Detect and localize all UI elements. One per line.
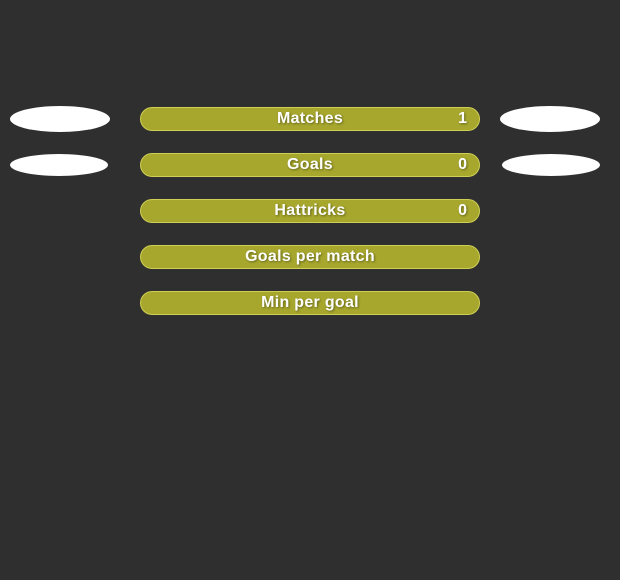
- left-ellipse: [10, 154, 108, 176]
- stat-row: Goals per match: [0, 245, 620, 269]
- stat-bar: Min per goal: [140, 291, 480, 315]
- stat-bar: Goals per match: [140, 245, 480, 269]
- stat-value: 0: [458, 202, 467, 220]
- left-ellipse: [10, 106, 110, 132]
- stat-label: Goals per match: [245, 248, 375, 266]
- stat-row: Goals 0: [0, 153, 620, 177]
- stat-bar: Hattricks 0: [140, 199, 480, 223]
- stat-value: 1: [458, 110, 467, 128]
- stat-label: Min per goal: [261, 294, 359, 312]
- stat-row: Matches 1: [0, 107, 620, 131]
- right-ellipse: [502, 154, 600, 176]
- background: [0, 0, 620, 580]
- stat-bar: Goals 0: [140, 153, 480, 177]
- comparison-infographic: Matthews vs M. Polisi Club competitions,…: [0, 0, 620, 580]
- stat-row: Min per goal: [0, 291, 620, 315]
- stat-value: 0: [458, 156, 467, 174]
- stat-label: Goals: [287, 156, 333, 174]
- stat-label: Matches: [277, 110, 343, 128]
- stat-bar: Matches 1: [140, 107, 480, 131]
- right-ellipse: [500, 106, 600, 132]
- stat-row: Hattricks 0: [0, 199, 620, 223]
- stat-label: Hattricks: [274, 202, 345, 220]
